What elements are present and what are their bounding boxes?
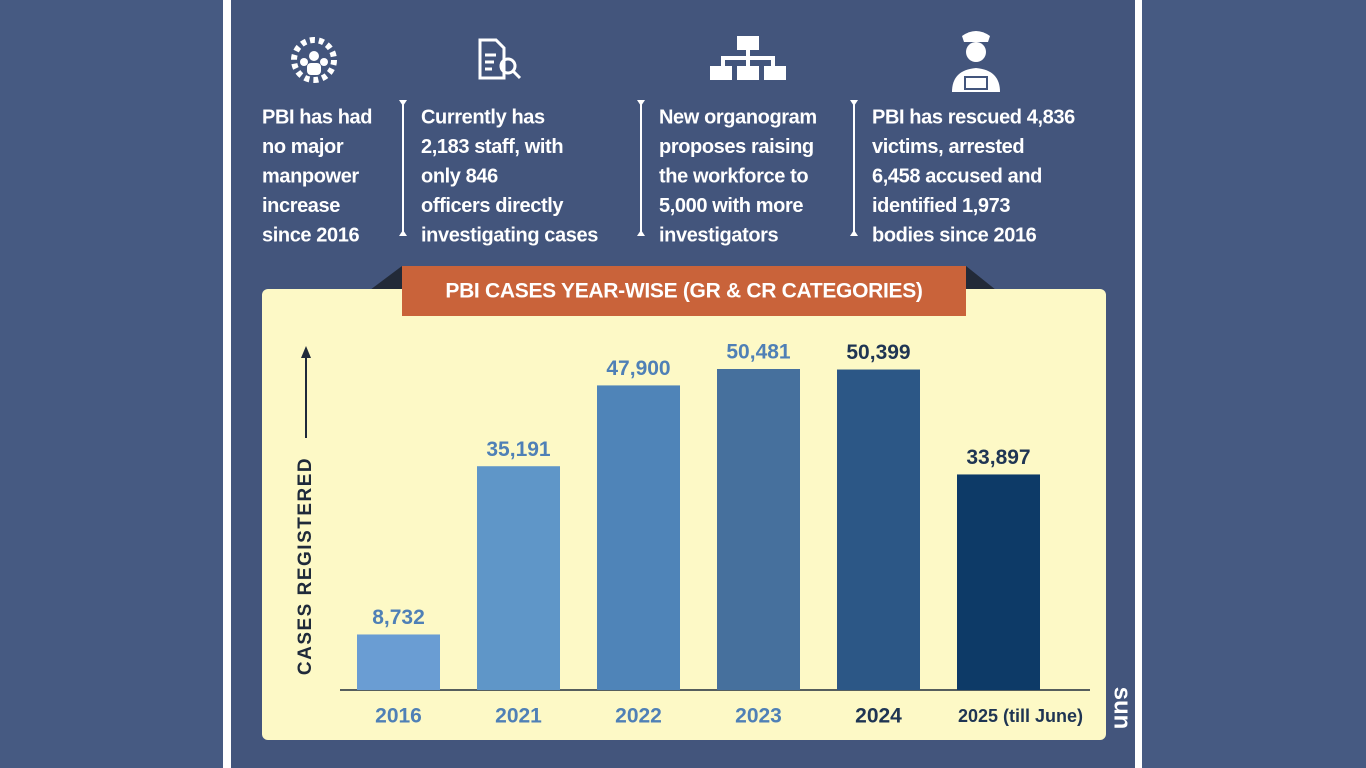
- info-line: bodies since 2016: [872, 224, 1037, 246]
- info-line: the workforce to: [659, 165, 808, 187]
- icon-organogram: [710, 36, 786, 80]
- logo-box: [1106, 680, 1134, 736]
- icon-gear-people: [291, 37, 337, 83]
- value-label: 33,897: [966, 446, 1030, 469]
- frame-left: [223, 0, 231, 768]
- value-label: 35,191: [486, 438, 551, 461]
- bar: [597, 385, 680, 690]
- y-axis-label: CASES REGISTERED: [295, 457, 316, 675]
- separators: [399, 100, 858, 236]
- banner-fold: [370, 266, 402, 290]
- info-line: identified 1,973: [872, 195, 1010, 217]
- info-line: Currently has: [421, 106, 545, 128]
- info-line: manpower: [262, 165, 359, 187]
- bars: 8,732 2016 35,191 2021 47,900 2022 50,481 2023 5…: [357, 341, 1083, 728]
- bar: [477, 466, 560, 690]
- info-texts: PBI has had no major manpower increase since…: [262, 106, 1076, 246]
- info-line: increase: [262, 195, 340, 217]
- info-line: PBI has rescued 4,836: [872, 106, 1075, 128]
- info-line: no major: [262, 136, 344, 158]
- bar: [357, 634, 440, 690]
- info-line: investigating cases: [421, 224, 598, 246]
- info-line: 5,000 with more: [659, 195, 803, 217]
- info-line: proposes raising: [659, 136, 814, 158]
- info-line: New organogram: [659, 106, 817, 128]
- title-banner: [402, 266, 966, 316]
- value-label: 50,399: [846, 341, 910, 364]
- logo: sun: [1109, 687, 1136, 730]
- info-line: investigators: [659, 224, 779, 246]
- x-tick-label: 2024: [855, 705, 902, 728]
- chart-title: PBI CASES YEAR-WISE (GR & CR CATEGORIES): [445, 280, 922, 303]
- info-line: 2,183 staff, with: [421, 136, 563, 158]
- icon-document-search: [478, 38, 522, 80]
- info-line: PBI has had: [262, 106, 372, 128]
- info-line: victims, arrested: [872, 136, 1024, 158]
- bar: [957, 474, 1040, 690]
- banner-fold: [966, 266, 996, 290]
- icon-officer: [952, 31, 1000, 92]
- value-label: 8,732: [372, 606, 425, 629]
- x-tick-label: 2022: [615, 705, 662, 728]
- x-tick-label: 2016: [375, 705, 422, 728]
- x-tick-label: 2021: [495, 705, 542, 728]
- x-tick-label: 2025 (till June): [958, 706, 1083, 726]
- y-axis-label-group: CASES REGISTERED: [295, 346, 316, 675]
- info-line: only 846: [421, 165, 498, 187]
- info-line: since 2016: [262, 224, 359, 246]
- value-label: 47,900: [606, 357, 670, 380]
- info-line: 6,458 accused and: [872, 165, 1042, 187]
- frame-right: [1135, 0, 1142, 768]
- value-label: 50,481: [726, 341, 791, 364]
- bar: [837, 369, 920, 690]
- info-line: officers directly: [421, 195, 564, 217]
- x-tick-label: 2023: [735, 705, 782, 728]
- bar: [717, 369, 800, 690]
- axis-arrow-head: [301, 346, 311, 358]
